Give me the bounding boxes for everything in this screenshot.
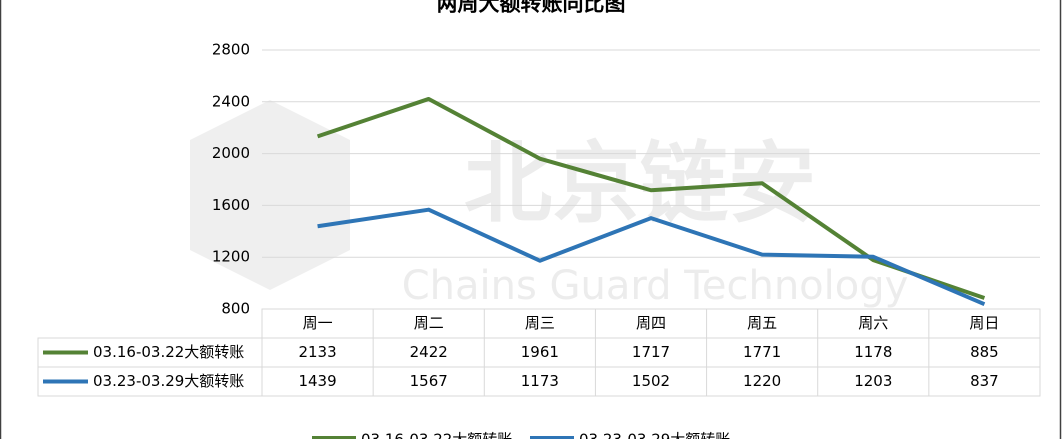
- table-value: 2133: [298, 343, 336, 361]
- legend-label: 03.23-03.29大额转账: [579, 431, 730, 439]
- legend-label: 03.16-03.22大额转账: [361, 431, 512, 439]
- y-tick-label: 1600: [212, 196, 250, 214]
- table-value: 1717: [632, 343, 670, 361]
- watermark-subtitle: Chains Guard Technology: [402, 263, 909, 309]
- x-tick-label: 周三: [525, 314, 555, 332]
- x-tick-label: 周五: [747, 314, 777, 332]
- legend-label: 03.23-03.29大额转账: [93, 372, 244, 390]
- table-value: 837: [970, 372, 999, 390]
- x-tick-label: 周一: [303, 314, 333, 332]
- series-line: [316, 96, 986, 300]
- y-tick-label: 2000: [212, 144, 250, 162]
- table-value: 1961: [521, 343, 559, 361]
- x-tick-label: 周二: [414, 314, 444, 332]
- y-tick-label: 2400: [212, 92, 250, 110]
- legend-label: 03.16-03.22大额转账: [93, 343, 244, 361]
- table-value: 1502: [632, 372, 670, 390]
- table-value: 1203: [854, 372, 892, 390]
- chart-title: 两周大额转账同比图: [437, 0, 626, 16]
- table-value: 1567: [410, 372, 448, 390]
- table-value: 1439: [298, 372, 336, 390]
- table-value: 2422: [410, 343, 448, 361]
- x-tick-label: 周日: [969, 314, 999, 332]
- series-line: [317, 207, 986, 307]
- table-value: 1173: [521, 372, 559, 390]
- x-tick-label: 周六: [858, 314, 888, 332]
- table-value: 1771: [743, 343, 781, 361]
- x-tick-label: 周四: [636, 314, 666, 332]
- y-tick-label: 1200: [212, 248, 250, 266]
- y-tick-label: 800: [221, 300, 250, 318]
- table-value: 1178: [854, 343, 892, 361]
- table-value: 1220: [743, 372, 781, 390]
- table-value: 885: [970, 343, 999, 361]
- watermark-logo: [190, 100, 350, 290]
- y-tick-label: 2800: [212, 41, 250, 59]
